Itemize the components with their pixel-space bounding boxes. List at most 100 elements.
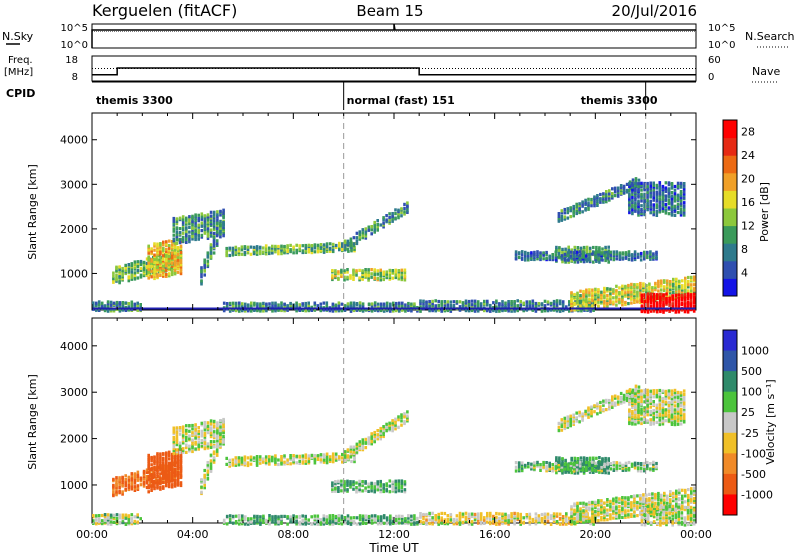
echo-cell (172, 440, 176, 444)
echo-cell (355, 273, 358, 277)
echo-cell (676, 202, 680, 206)
echo-cell (400, 278, 404, 282)
echo-cell (316, 516, 320, 520)
echo-cell (298, 514, 301, 519)
echo-cell (379, 278, 382, 282)
echo-cell (601, 247, 604, 251)
echo-cell (136, 301, 139, 305)
echo-cell (455, 518, 459, 522)
echo-cell (687, 285, 690, 289)
echo-cell (692, 304, 696, 308)
echo-cell (343, 239, 347, 243)
echo-cell (172, 227, 176, 231)
echo-cell (552, 305, 556, 309)
echo-cell (634, 201, 637, 205)
echo-cell (156, 470, 159, 474)
echo-cell (203, 269, 206, 273)
echo-cell (172, 239, 176, 243)
echo-cell (379, 437, 382, 441)
echo-cell (599, 192, 602, 197)
echo-cell (382, 223, 385, 227)
echo-cell (328, 249, 332, 253)
echo-cell (385, 272, 388, 276)
echo-cell (524, 254, 527, 258)
echo-cell (676, 204, 680, 208)
echo-cell (622, 186, 626, 190)
echo-cell (175, 443, 179, 447)
echo-cell (212, 445, 216, 449)
echo-cell (130, 273, 134, 277)
echo-cell (689, 301, 693, 305)
echo-cell (355, 442, 359, 446)
cpid-segments: themis 3300 normal (fast) 151 themis 3300 (96, 82, 658, 110)
echo-cell (594, 297, 597, 301)
echo-cell (352, 272, 355, 276)
echo-cell (355, 239, 359, 243)
echo-cell (212, 460, 216, 464)
noise-tick-right-bottom: 10^0 (708, 40, 735, 51)
echo-cell (551, 463, 554, 467)
echo-cell (197, 223, 200, 227)
echo-cell (599, 410, 602, 414)
echo-cell (179, 483, 183, 488)
echo-cell (601, 470, 604, 475)
echo-cell (225, 252, 228, 256)
echo-cell (391, 425, 394, 429)
echo-cell (209, 228, 213, 232)
echo-cell (280, 521, 283, 525)
echo-cell (398, 301, 401, 305)
echo-cell (593, 198, 596, 202)
echo-cell (397, 479, 401, 483)
echo-cell (606, 466, 609, 470)
echo-cell (250, 303, 253, 307)
echo-cell (153, 242, 156, 246)
echo-cell (591, 466, 594, 470)
echo-cell (145, 273, 149, 277)
echo-cell (667, 198, 671, 202)
echo-cell (679, 210, 683, 214)
echo-cell (549, 522, 553, 526)
echo-cell (115, 490, 118, 494)
echo-cell (675, 281, 678, 285)
echo-cell (584, 206, 587, 211)
echo-cell (225, 522, 229, 526)
echo-cell (513, 518, 516, 522)
echo-cell (216, 213, 219, 217)
echo-cell (124, 487, 127, 491)
echo-cell (181, 434, 185, 438)
echo-cell (536, 250, 539, 254)
echo-cell (301, 518, 304, 522)
echo-cell (649, 309, 653, 313)
echo-cell (124, 474, 127, 478)
echo-cell (575, 252, 579, 256)
echo-cell (597, 288, 600, 292)
echo-cell (136, 520, 139, 524)
echo-cell (212, 450, 216, 454)
echo-cell (264, 246, 268, 250)
echo-cell (590, 414, 593, 418)
echo-cell (470, 520, 474, 524)
echo-cell (304, 304, 307, 308)
echo-cell (249, 458, 253, 462)
echo-cell (568, 521, 571, 525)
echo-cell (234, 520, 238, 524)
echo-cell (434, 514, 437, 518)
echo-cell (349, 516, 353, 520)
echo-cell (346, 302, 350, 306)
echo-cell (289, 301, 292, 306)
echo-cell (385, 220, 388, 224)
echo-cell (455, 300, 459, 304)
echo-cell (514, 250, 518, 254)
echo-cell (130, 267, 134, 271)
echo-cell (602, 399, 605, 403)
echo-cell (631, 199, 634, 203)
echo-cell (569, 250, 573, 254)
echo-cell (624, 291, 627, 295)
echo-cell (240, 456, 244, 460)
echo-cell (570, 305, 573, 309)
echo-cell (139, 303, 142, 307)
echo-cell (222, 440, 225, 444)
echo-cell (578, 256, 582, 260)
echo-cell (560, 210, 564, 215)
echo-cell (510, 518, 513, 522)
